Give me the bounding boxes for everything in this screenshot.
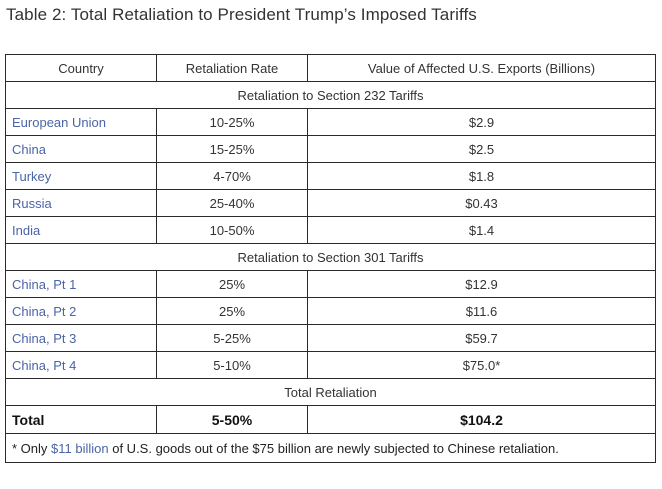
table-row: China, Pt 4 5-10% $75.0* xyxy=(5,351,656,379)
section-row: Retaliation to Section 232 Tariffs xyxy=(5,81,656,109)
rate-cell: 25-40% xyxy=(156,189,308,217)
country-cell[interactable]: Russia xyxy=(5,189,157,217)
section-row: Retaliation to Section 301 Tariffs xyxy=(5,243,656,271)
rate-cell: 25% xyxy=(156,297,308,325)
table-row: China 15-25% $2.5 xyxy=(5,135,656,163)
footnote: * Only $11 billion of U.S. goods out of … xyxy=(5,433,656,463)
section-label-232: Retaliation to Section 232 Tariffs xyxy=(5,81,656,109)
value-cell: $11.6 xyxy=(307,297,656,325)
value-cell: $59.7 xyxy=(307,324,656,352)
country-cell[interactable]: China, Pt 3 xyxy=(5,324,157,352)
country-cell[interactable]: European Union xyxy=(5,108,157,136)
total-value: $104.2 xyxy=(307,405,656,434)
column-header-rate: Retaliation Rate xyxy=(156,54,308,82)
value-cell: $75.0* xyxy=(307,351,656,379)
section-label-301: Retaliation to Section 301 Tariffs xyxy=(5,243,656,271)
country-cell[interactable]: China, Pt 1 xyxy=(5,270,157,298)
footnote-suffix: of U.S. goods out of the $75 billion are… xyxy=(108,440,559,456)
total-label: Total xyxy=(5,405,157,434)
value-cell: $2.9 xyxy=(307,108,656,136)
rate-cell: 15-25% xyxy=(156,135,308,163)
country-cell[interactable]: India xyxy=(5,216,157,244)
section-row: Total Retaliation xyxy=(5,378,656,406)
rate-cell: 10-25% xyxy=(156,108,308,136)
table-row: European Union 10-25% $2.9 xyxy=(5,108,656,136)
table-row: Russia 25-40% $0.43 xyxy=(5,189,656,217)
footnote-row: * Only $11 billion of U.S. goods out of … xyxy=(5,433,656,463)
total-rate: 5-50% xyxy=(156,405,308,434)
rate-cell: 10-50% xyxy=(156,216,308,244)
retaliation-table: Country Retaliation Rate Value of Affect… xyxy=(5,54,656,463)
rate-cell: 5-25% xyxy=(156,324,308,352)
value-cell: $1.8 xyxy=(307,162,656,190)
rate-cell: 5-10% xyxy=(156,351,308,379)
value-cell: $1.4 xyxy=(307,216,656,244)
country-cell[interactable]: China, Pt 2 xyxy=(5,297,157,325)
column-header-value: Value of Affected U.S. Exports (Billions… xyxy=(307,54,656,82)
column-header-country: Country xyxy=(5,54,157,82)
total-row: Total 5-50% $104.2 xyxy=(5,405,656,434)
country-cell[interactable]: China xyxy=(5,135,157,163)
section-label-total: Total Retaliation xyxy=(5,378,656,406)
country-cell[interactable]: China, Pt 4 xyxy=(5,351,157,379)
footnote-prefix: * Only xyxy=(12,440,52,456)
table-row: China, Pt 1 25% $12.9 xyxy=(5,270,656,298)
page-title: Table 2: Total Retaliation to President … xyxy=(6,5,477,24)
value-cell: $0.43 xyxy=(307,189,656,217)
table-row: Turkey 4-70% $1.8 xyxy=(5,162,656,190)
table-row: China, Pt 3 5-25% $59.7 xyxy=(5,324,656,352)
footnote-link[interactable]: $11 billion xyxy=(51,440,109,456)
value-cell: $12.9 xyxy=(307,270,656,298)
rate-cell: 25% xyxy=(156,270,308,298)
rate-cell: 4-70% xyxy=(156,162,308,190)
country-cell[interactable]: Turkey xyxy=(5,162,157,190)
header-row: Country Retaliation Rate Value of Affect… xyxy=(5,54,656,82)
value-cell: $2.5 xyxy=(307,135,656,163)
table-row: China, Pt 2 25% $11.6 xyxy=(5,297,656,325)
table-row: India 10-50% $1.4 xyxy=(5,216,656,244)
